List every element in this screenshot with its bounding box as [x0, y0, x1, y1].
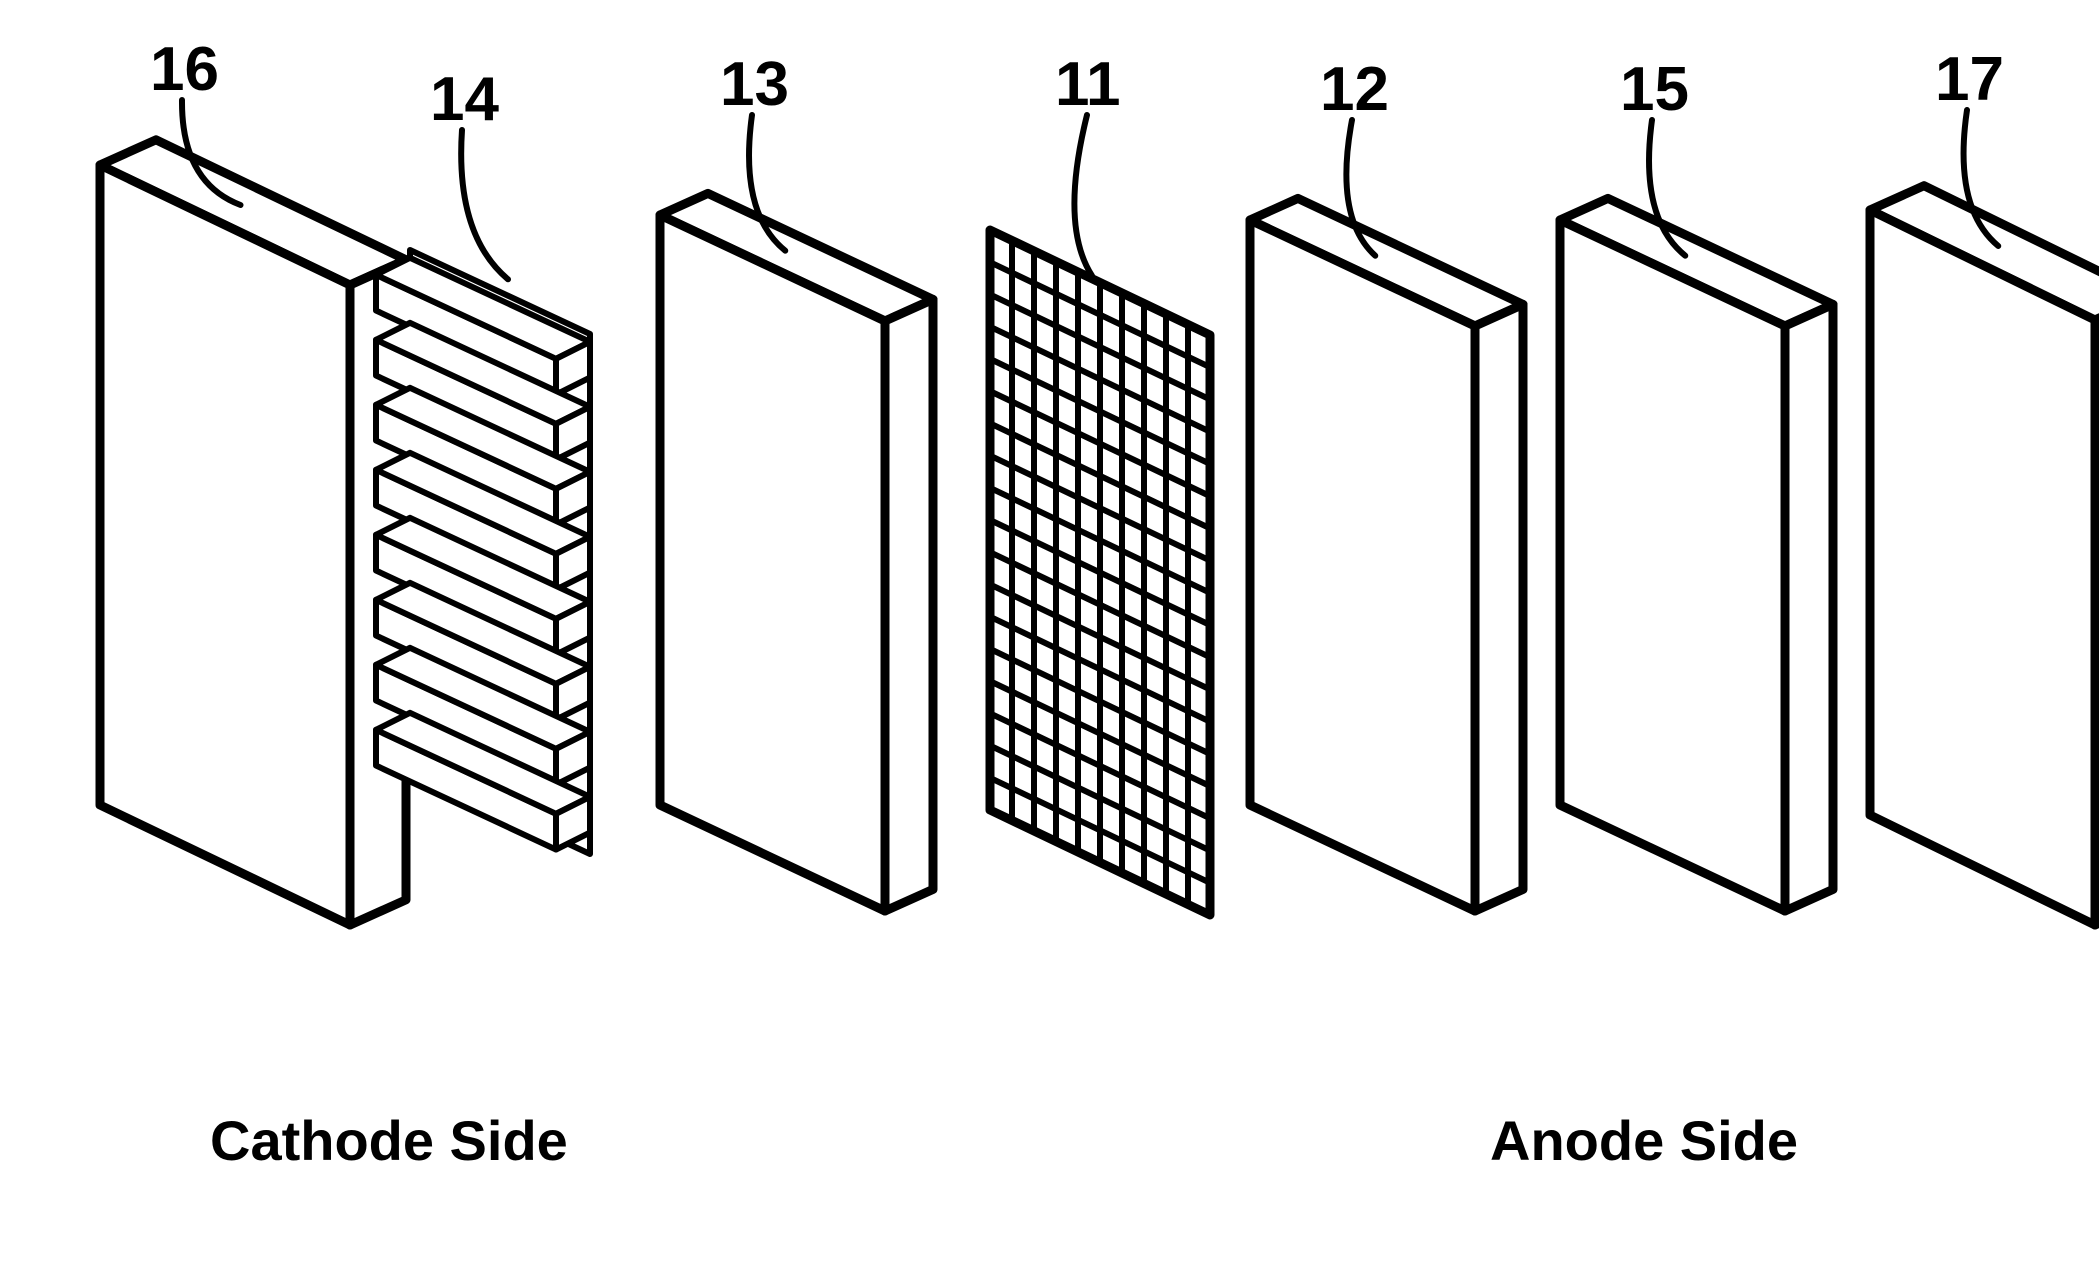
plate-14-label: 14: [430, 65, 499, 134]
plate-16: [100, 140, 406, 925]
anode-side-label: Anode Side: [1490, 1109, 1798, 1172]
plate-14-leader: [461, 130, 508, 279]
plate-13-label: 13: [720, 50, 789, 119]
diagram-svg: 16 14 13 11 12 15 17 Cathode Side Anode Side: [0, 0, 2099, 1270]
plate-11: [990, 230, 1210, 915]
plate-11-leader: [1074, 115, 1092, 276]
plate-15: [1560, 198, 1833, 911]
plate-14: [376, 250, 590, 854]
diagram-container: 16 14 13 11 12 15 17 Cathode Side Anode Side: [0, 0, 2099, 1270]
plate-16-label: 16: [150, 35, 219, 104]
plate-11-label: 11: [1055, 50, 1121, 119]
cathode-side-label: Cathode Side: [210, 1109, 568, 1172]
plate-12-label: 12: [1320, 55, 1389, 124]
plate-17-label: 17: [1935, 45, 2004, 114]
plate-13: [660, 193, 933, 911]
plate-12: [1250, 198, 1523, 911]
plate-17: [1870, 186, 2099, 925]
plate-15-label: 15: [1620, 55, 1689, 124]
